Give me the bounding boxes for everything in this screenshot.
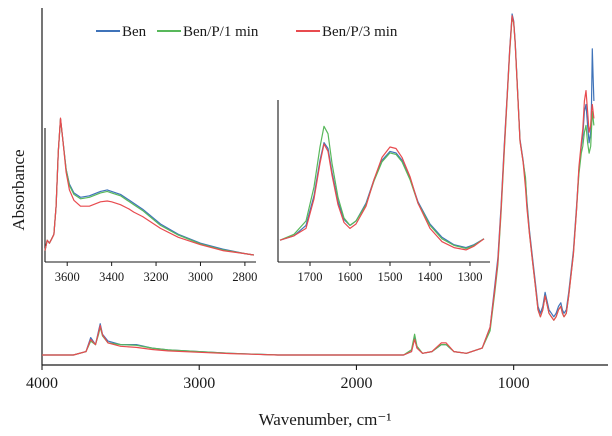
legend: Ben Ben/P/1 min Ben/P/3 min bbox=[96, 24, 398, 40]
inset-series-line-3 bbox=[279, 143, 485, 251]
inset-series-line-3 bbox=[44, 117, 254, 256]
legend-label: Ben/P/1 min bbox=[183, 24, 259, 40]
legend-label: Ben bbox=[122, 24, 147, 40]
series-line-1 bbox=[42, 13, 595, 356]
inset-tick-label: 1600 bbox=[338, 270, 363, 284]
inset-tick-label: 1300 bbox=[458, 270, 483, 284]
series-line-3 bbox=[42, 15, 595, 356]
x-tick-label: 3000 bbox=[183, 375, 215, 392]
series-line-2 bbox=[42, 16, 595, 356]
inset-tick-label: 2800 bbox=[232, 270, 257, 284]
inset-bending-region: 1700 1600 1500 1400 1300 bbox=[277, 100, 490, 284]
x-axis-title: Wavenumber, cm⁻¹ bbox=[259, 410, 392, 429]
x-tick-label: 4000 bbox=[26, 375, 58, 392]
inset-series-line-1 bbox=[44, 118, 254, 256]
y-axis-title: Absorbance bbox=[9, 149, 28, 230]
inset-tick-label: 3200 bbox=[144, 270, 169, 284]
inset-series-line-2 bbox=[44, 118, 254, 256]
spectra-lines bbox=[42, 13, 595, 356]
inset-oh-region: 3600 3400 3200 3000 2800 bbox=[44, 117, 257, 284]
inset-tick-label: 3400 bbox=[99, 270, 124, 284]
plot-frame bbox=[41, 8, 608, 366]
inset-tick-label: 3000 bbox=[188, 270, 213, 284]
inset-tick-label: 3600 bbox=[55, 270, 80, 284]
legend-label: Ben/P/3 min bbox=[322, 24, 398, 40]
inset-tick-label: 1500 bbox=[378, 270, 403, 284]
inset-tick-label: 1400 bbox=[418, 270, 443, 284]
inset-series-line-2 bbox=[279, 125, 485, 249]
x-tick-label: 2000 bbox=[340, 375, 372, 392]
x-axis-ticks: 4000 3000 2000 1000 bbox=[26, 365, 530, 392]
x-tick-label: 1000 bbox=[498, 375, 530, 392]
inset-tick-label: 1700 bbox=[298, 270, 323, 284]
